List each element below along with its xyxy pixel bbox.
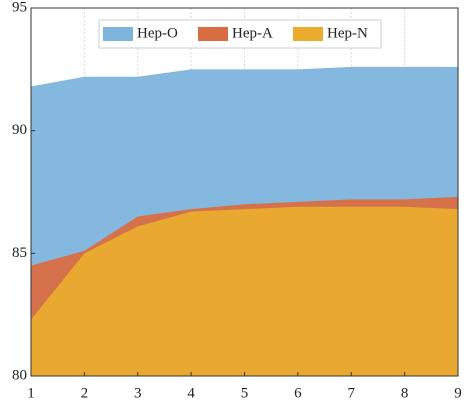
x-tick-label: 6: [294, 385, 302, 401]
x-tick-label: 8: [401, 385, 409, 401]
y-tick-label: 85: [12, 245, 27, 261]
x-tick-label: 2: [81, 385, 89, 401]
x-tick-label: 3: [134, 385, 142, 401]
y-tick-label: 90: [12, 122, 27, 138]
legend-label: Hep-N: [327, 25, 368, 41]
legend-label: Hep-A: [232, 25, 273, 41]
area: [31, 206, 458, 376]
legend-box: [98, 19, 382, 49]
legend-swatch: [293, 27, 323, 41]
legend: Hep-O Hep-A Hep-N: [98, 19, 382, 49]
x-tick-label: 1: [27, 385, 35, 401]
x-tick-label: 5: [241, 385, 249, 401]
legend-swatch: [103, 27, 133, 41]
x-tick-label: 7: [348, 385, 356, 401]
y-tick-label: 80: [12, 367, 27, 383]
legend-label: Hep-O: [137, 25, 178, 41]
y-tick-label: 95: [12, 0, 27, 15]
x-tick-label: 4: [187, 385, 195, 401]
x-tick-label: 9: [454, 385, 462, 401]
legend-swatch: [198, 27, 228, 41]
